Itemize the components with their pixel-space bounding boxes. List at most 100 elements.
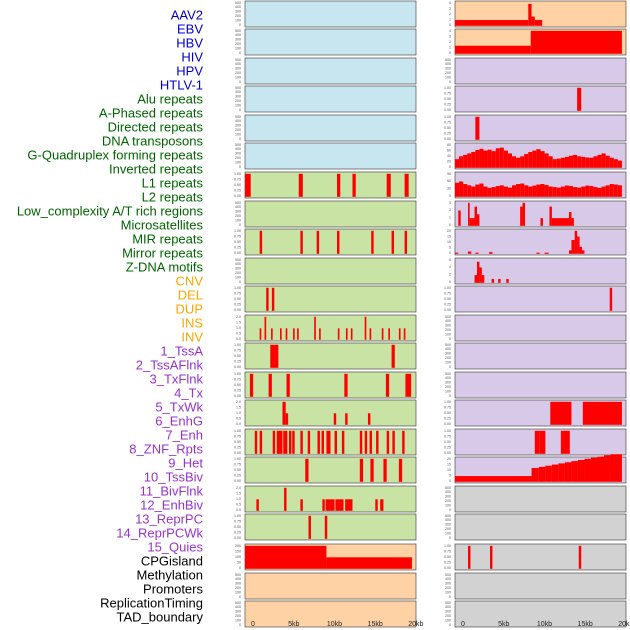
right-tick-label: 0 [449, 223, 451, 227]
right-panel-15 [454, 228, 627, 256]
left-panel-0 [244, 0, 417, 28]
right-bar [474, 206, 477, 226]
right-bar [597, 154, 602, 168]
left-tick-label: 100 [235, 46, 241, 50]
right-bar [539, 430, 546, 454]
left-panel-7 [244, 114, 417, 142]
right-bar [483, 186, 488, 197]
right-tick-label: 400 [445, 62, 451, 66]
right-panel-19 [454, 285, 627, 313]
left-tick-label: 0.50 [234, 354, 241, 358]
right-bar [555, 218, 569, 226]
right-bar [455, 45, 531, 54]
left-tick-label: 0.50 [234, 297, 241, 301]
left-tick-label: 0.50 [234, 240, 241, 244]
right-tick-label: 60 [447, 148, 451, 152]
right-tick-label: 0 [449, 280, 451, 284]
right-tick-label: 20 [447, 229, 451, 233]
right-bar [578, 545, 582, 569]
left-tick-label: 0 [239, 165, 241, 169]
left-bar [350, 328, 353, 340]
right-bar [524, 185, 529, 197]
right-x-tick-label: 10kb [537, 621, 552, 628]
left-tick-label: 100 [235, 218, 241, 222]
right-tick-label: 0 [449, 479, 451, 483]
left-panel-9 [244, 142, 417, 170]
right-bar [571, 240, 575, 254]
right-bar [467, 185, 472, 197]
left-tick-label: 200 [235, 544, 241, 548]
right-tick-label: 300 [445, 495, 451, 499]
left-tick-label: 300 [235, 610, 241, 614]
right-bar [471, 186, 476, 197]
left-bar [321, 430, 324, 454]
right-bar [516, 184, 521, 197]
right-bar [534, 20, 543, 26]
right-bar [474, 275, 477, 283]
right-tick-label: 100 [445, 360, 451, 364]
right-panel-25 [454, 371, 627, 399]
right-bar [532, 185, 537, 197]
right-bar [490, 545, 493, 569]
left-tick-label: 500 [235, 201, 241, 205]
left-bar [280, 328, 282, 340]
left-bar [380, 499, 384, 511]
left-tick-label: 300 [235, 124, 241, 128]
left-bar [381, 328, 384, 340]
right-bar [549, 206, 552, 226]
right-bar [540, 151, 545, 168]
right-bar [582, 401, 622, 425]
left-bar [334, 430, 338, 454]
right-bar [545, 465, 552, 482]
left-bar [285, 413, 289, 425]
right-bar [483, 150, 488, 168]
right-bar [552, 187, 557, 197]
left-bar [245, 173, 251, 197]
row-label: Microsatellites [121, 218, 204, 233]
right-bar [491, 151, 496, 168]
left-track: 1.000.75 0.500.25 0.00 [234, 513, 417, 541]
right-tick-label: 0 [449, 165, 451, 169]
left-panel-41 [244, 600, 417, 628]
left-panel-39 [244, 572, 417, 600]
row-label: 8_ZNF_Rpts [129, 442, 203, 457]
right-track: 1.000.75 0.500.25 0.00 [444, 399, 627, 427]
right-tick-label: 1.00 [444, 115, 451, 119]
row-label: HIV [181, 50, 203, 65]
right-tick-label: 0.25 [444, 102, 451, 106]
left-bar [385, 373, 390, 397]
right-bar [601, 153, 606, 168]
left-tick-label: 1.00 [234, 286, 241, 290]
right-bar [516, 157, 521, 168]
left-tick-label: 100 [235, 18, 241, 22]
left-bar [364, 430, 368, 454]
right-panel-23 [454, 342, 627, 370]
right-bar [507, 153, 512, 168]
right-bar [528, 186, 533, 197]
left-tick-label: 400 [235, 33, 241, 37]
right-tick-label: 10 [447, 468, 451, 472]
left-bar [316, 230, 320, 254]
left-tick-label: 0.25 [234, 530, 241, 534]
right-tick-label: 500 [445, 315, 451, 319]
right-tick-label: 0 [449, 80, 451, 84]
right-panel-21 [454, 314, 627, 342]
right-track: 1.000.75 0.500.25 0.00 [444, 114, 627, 142]
left-bar [345, 328, 348, 340]
left-tick-label: 100 [235, 75, 241, 79]
right-tick-label: 100 [445, 618, 451, 622]
right-bar [564, 156, 569, 168]
right-tick-label: 60 [447, 179, 451, 183]
right-tick-label: 0.00 [444, 422, 451, 426]
left-x-tick-label: 15kb [368, 621, 383, 628]
left-bar [388, 328, 390, 340]
left-tick-label: 0.75 [234, 462, 241, 466]
